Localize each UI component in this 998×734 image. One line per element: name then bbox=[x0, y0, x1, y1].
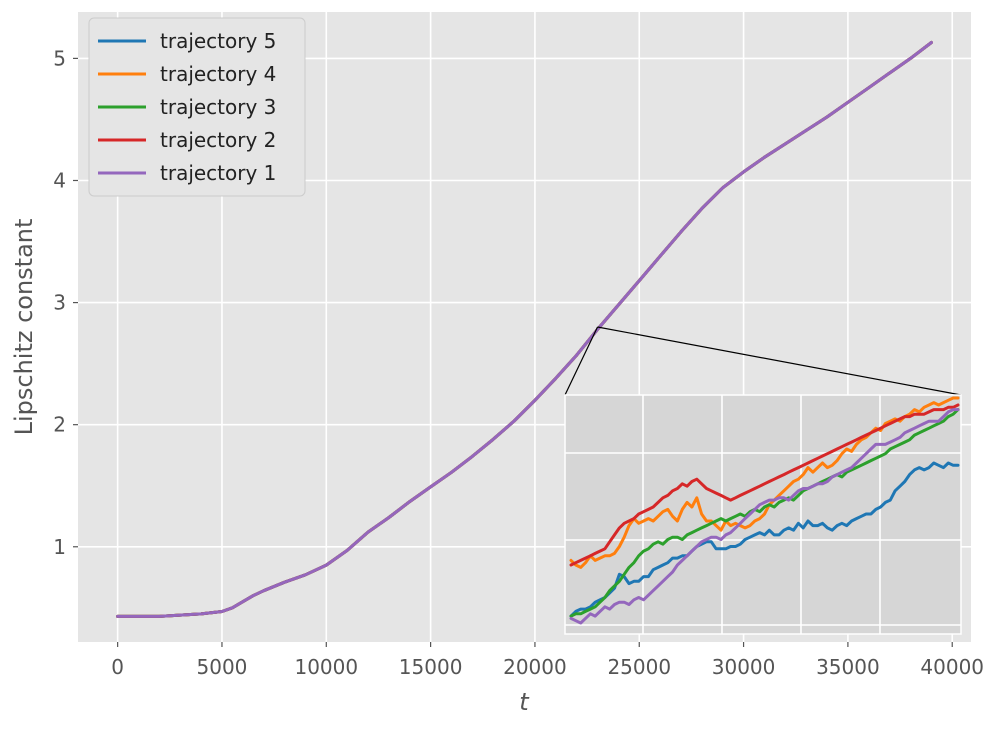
main-curves bbox=[116, 41, 933, 618]
y-axis-label: Lipschitz constant bbox=[10, 219, 38, 436]
legend-label: trajectory 4 bbox=[160, 62, 276, 86]
y-tick-label: 3 bbox=[53, 291, 66, 315]
legend-box bbox=[88, 17, 306, 197]
x-tick-label: 15000 bbox=[399, 655, 463, 679]
x-tick-label: 35000 bbox=[816, 655, 880, 679]
y-ticks: 1 2 3 4 5 bbox=[53, 46, 78, 559]
inset-series-line-trajectory-4 bbox=[569, 396, 960, 569]
inset-series-line-trajectory-2 bbox=[569, 403, 960, 567]
y-tick-label: 4 bbox=[53, 168, 66, 192]
x-tick-label: 20000 bbox=[503, 655, 567, 679]
x-tick-label: 5000 bbox=[197, 655, 248, 679]
y-tick-label: 1 bbox=[53, 535, 66, 559]
x-tick-label: 30000 bbox=[712, 655, 776, 679]
inset-series-line-trajectory-1 bbox=[569, 408, 960, 625]
inset bbox=[564, 326, 962, 635]
x-tick-label: 0 bbox=[111, 655, 124, 679]
legend-label: trajectory 5 bbox=[160, 29, 276, 53]
series-line-trajectory-1 bbox=[116, 41, 933, 618]
x-tick-label: 25000 bbox=[607, 655, 671, 679]
x-tick-label: 10000 bbox=[294, 655, 358, 679]
zoom-connector bbox=[597, 326, 962, 396]
y-tick-label: 2 bbox=[53, 413, 66, 437]
inset-series-line-trajectory-5 bbox=[569, 461, 960, 618]
legend-label: trajectory 2 bbox=[160, 128, 276, 152]
legend-label: trajectory 1 bbox=[160, 161, 276, 185]
x-axis-label: t bbox=[519, 688, 530, 716]
inset-series-line-trajectory-3 bbox=[569, 408, 960, 618]
legend-label: trajectory 3 bbox=[160, 95, 276, 119]
x-ticks: 0 5000 10000 15000 20000 25000 30000 35000 40000 bbox=[111, 642, 984, 679]
zoom-connector bbox=[564, 326, 599, 396]
x-tick-label: 40000 bbox=[920, 655, 984, 679]
legend: trajectory 5 trajectory 4 trajectory 3 traj… bbox=[88, 17, 306, 197]
y-tick-label: 5 bbox=[53, 46, 66, 70]
